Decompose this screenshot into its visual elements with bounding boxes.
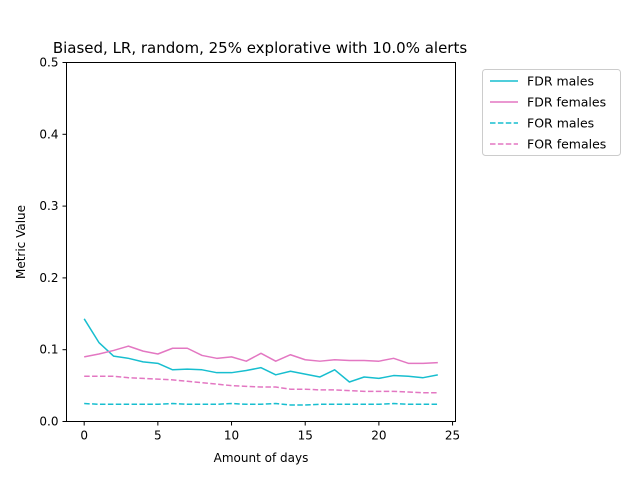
x-tick-label: 5 [154,429,162,443]
y-axis-ticks: 0.0 0.1 0.2 0.3 0.4 0.5 [39,56,67,429]
series-line-for-females [84,375,438,394]
chart-title: Biased, LR, random, 25% explorative with… [53,39,468,57]
x-axis-ticks: 0 5 10 15 20 25 [80,421,460,443]
y-tick-label: 0.1 [39,343,58,357]
legend-label: FDR males [527,74,594,89]
series-line-fdr-males [83,318,438,383]
series-layer [83,318,438,406]
x-tick-label: 10 [224,429,239,443]
y-tick-label: 0.5 [39,56,58,70]
legend-frame [482,69,621,156]
series-line-for-males [84,402,438,406]
legend-items: FDR males FDR females FOR males FOR females [490,74,606,152]
plot-area [66,62,456,422]
x-tick-label: 25 [445,429,460,443]
x-tick-label: 0 [80,429,88,443]
legend: FDR males FDR females FOR males FOR females [482,69,621,156]
y-axis-label: Metric Value [14,205,28,279]
plot-frame [66,62,456,422]
y-tick-label: 0.3 [39,199,58,213]
x-axis-label: Amount of days [214,451,309,465]
x-tick-label: 20 [371,429,386,443]
legend-label: FOR females [527,137,606,152]
y-tick-label: 0.2 [39,271,58,285]
x-tick-label: 15 [298,429,313,443]
y-tick-label: 0.4 [39,127,58,141]
series-line-fdr-females [84,345,438,365]
legend-label: FOR males [527,116,594,131]
y-tick-label: 0.0 [39,415,58,429]
legend-label: FDR females [527,95,606,110]
